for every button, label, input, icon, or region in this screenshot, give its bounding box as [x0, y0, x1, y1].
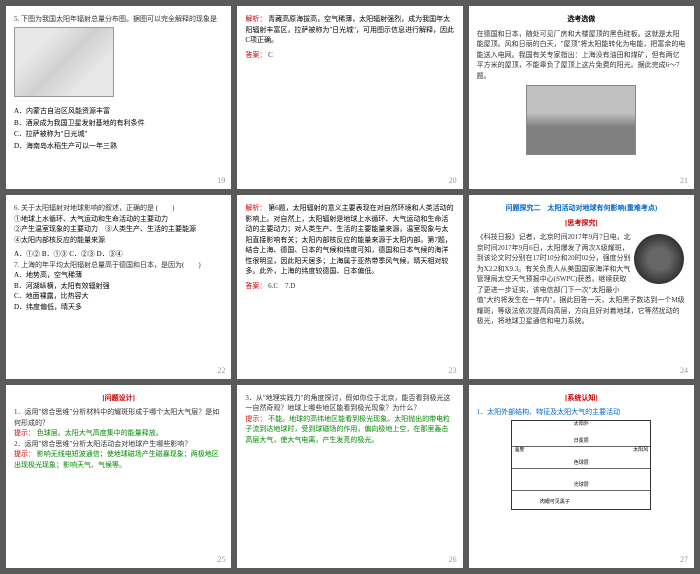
- answer-block: 答案： C: [245, 50, 454, 61]
- slide-25: [问题设计] 1．运用"综合思维"分析材料中的耀斑形成于哪个太阳大气层？是如何形…: [6, 385, 231, 568]
- diagram-top: 太阳外: [512, 421, 650, 429]
- slide-27: [系统认知] 1．太阳外部结构、特征及太阳大气的主要活动 太阳外 日冕层 色球层…: [469, 385, 694, 568]
- system-title: [系统认知]: [477, 393, 686, 404]
- design-q3: 3．从"地理实践力"的角度探讨，假如你位于北京，能否看到极光这一自然奇观？地球上…: [245, 393, 454, 414]
- label-temp: 温度: [514, 447, 524, 455]
- q6-item-3: ④太阳内部核反应的能量来源: [14, 235, 223, 246]
- analysis-text: 第6题，太阳辐射的意义主要表现在对自然环境和人类活动的影响上。对自然上，太阳辐射…: [245, 204, 453, 275]
- q6-text: 关于太阳辐射对地球影响的叙述，正确的是: [21, 204, 154, 212]
- analysis-label: 解析：: [245, 15, 266, 23]
- layer-corona: 日冕层: [512, 438, 650, 447]
- analysis-block: 解析： 青藏高原海拔高，空气稀薄，太阳辐射强烈，成为我国年太阳辐射丰富区，拉萨被…: [245, 14, 454, 46]
- q6-options: A．①② B．①③ C．②③ D．③④: [14, 249, 223, 260]
- analysis-label: 解析：: [245, 204, 266, 212]
- design-q1: 1．运用"综合思维"分析材料中的耀斑形成于哪个太阳大气层？是如何形成的？: [14, 407, 223, 428]
- slide-26: 3．从"地理实践力"的角度探讨，假如你位于北京，能否看到极光这一自然奇观？地球上…: [237, 385, 462, 568]
- q6-c: C．②③: [69, 250, 95, 258]
- q7-a: A．地势高，空气稀薄: [14, 270, 223, 281]
- section-title: 选考选做: [477, 14, 686, 25]
- slide-23: 解析： 第6题，太阳辐射的意义主要表现在对自然环境和人类活动的影响上。对自然上，…: [237, 195, 462, 378]
- q6-blank: ( ): [156, 204, 175, 212]
- design-q2: 2．运用"综合思维"分析太阳活动会对地球产生哪些影响？: [14, 439, 223, 450]
- page-number: 19: [217, 175, 225, 187]
- q5-options: A．内蒙古自治区风能资源丰富 B．酒泉成为我国卫星发射基地的有利条件 C．拉萨被…: [14, 106, 223, 151]
- q7-b: B．河湖纵横，太阳有效辐射强: [14, 281, 223, 292]
- slide-22: 6. 关于太阳辐射对地球影响的叙述，正确的是 ( ) ①地球上水循环、大气运动和…: [6, 195, 231, 378]
- q7-num: 7.: [14, 261, 19, 269]
- q1-hint: 提示： 色球层。太阳大气高度集中的能量释放。: [14, 428, 223, 439]
- hint-label: 提示：: [14, 429, 35, 437]
- answer-label: 答案：: [245, 51, 266, 59]
- slide-20: 解析： 青藏高原海拔高，空气稀薄，太阳辐射强烈，成为我国年太阳辐射丰富区，拉萨被…: [237, 6, 462, 189]
- page-number: 26: [449, 554, 457, 566]
- china-map-icon: [14, 27, 114, 97]
- hint-label: 提示：: [245, 415, 266, 423]
- opt-a: A．内蒙古自治区风能资源丰富: [14, 106, 223, 117]
- hint-label: 提示：: [14, 450, 35, 458]
- opt-c: C．拉萨被称为"日光城": [14, 129, 223, 140]
- inquiry-title: 问题探究二 太阳活动对地球有何影响(重难考点): [477, 203, 686, 214]
- solar-roof-image: [526, 85, 636, 155]
- q6-b: B．①③: [42, 250, 68, 258]
- page-number: 20: [449, 175, 457, 187]
- question-6: 6. 关于太阳辐射对地球影响的叙述，正确的是 ( ): [14, 203, 223, 214]
- answer-text: 6.C 7.D: [268, 282, 295, 290]
- q3-hint: 提示： 不能。地球的高纬地区能看到极光现象。太阳抛出的带电粒子流到达地球时，受到…: [245, 414, 454, 446]
- page-number: 27: [680, 554, 688, 566]
- page-number: 24: [680, 365, 688, 377]
- q5-num: 5.: [14, 15, 19, 23]
- question-7: 7. 上海的年平均太阳辐射总量高于德国和日本，是因为( ): [14, 260, 223, 271]
- q6-a: A．①②: [14, 250, 40, 258]
- context-text: 在德国和日本，随处可见厂房和大楼屋顶的黑色硅板。这就是太阳能屋顶。风和日丽的白天…: [477, 29, 686, 82]
- analysis-block: 解析： 第6题，太阳辐射的意义主要表现在对自然环境和人类活动的影响上。对自然上，…: [245, 203, 454, 277]
- opt-b: B．酒泉成为我国卫星发射基地的有利条件: [14, 118, 223, 129]
- heading-1: 1．太阳外部结构、特征及太阳大气的主要活动: [477, 407, 686, 418]
- layer-photo: 光球层: [512, 482, 650, 491]
- answer-text: C: [268, 51, 273, 59]
- slide-21: 选考选做 在德国和日本，随处可见厂房和大楼屋顶的黑色硅板。这就是太阳能屋顶。风和…: [469, 6, 694, 189]
- q6-item-2: ②产生温室现象的主要动力 ③人类生产、生活的主要能源: [14, 224, 223, 235]
- page-number: 25: [217, 554, 225, 566]
- q5-text: 下图为我国太阳年辐射总量分布图。据图可以完全解释的现象是: [21, 15, 217, 23]
- slide-24: 问题探究二 太阳活动对地球有何影响(重难考点) [思考探究] 《科技日报》记者，…: [469, 195, 694, 378]
- inquiry-subtitle: [思考探究]: [477, 218, 686, 229]
- analysis-text: 青藏高原海拔高，空气稀薄，太阳辐射强烈，成为我国年太阳辐射丰富区，拉萨被称为"日…: [245, 15, 454, 44]
- question-5: 5. 下图为我国太阳年辐射总量分布图。据图可以完全解释的现象是: [14, 14, 223, 25]
- hint-text: 不能。地球的高纬地区能看到极光现象。太阳抛出的带电粒子流到达地球时，受到球磁场的…: [245, 415, 450, 444]
- q7-text: 上海的年平均太阳辐射总量高于德国和日本，是因为( ): [21, 261, 201, 269]
- page-number: 22: [217, 365, 225, 377]
- sun-image: [634, 234, 684, 284]
- page-number: 21: [680, 175, 688, 187]
- label-wind: 太阳风: [633, 447, 648, 455]
- slide-19: 5. 下图为我国太阳年辐射总量分布图。据图可以完全解释的现象是 A．内蒙古自治区…: [6, 6, 231, 189]
- q2-hint: 提示： 影响无线电短波通信；使地球磁场产生磁暴现象；两极地区出现极光现象；影响天…: [14, 449, 223, 470]
- sun-structure-diagram: 太阳外 日冕层 色球层 光球层 温度 太阳风 肉眼可见黑子: [511, 420, 651, 510]
- q7-c: C．地面裸露，比热容大: [14, 291, 223, 302]
- hint-text: 色球层。太阳大气高度集中的能量释放。: [37, 429, 163, 437]
- page-number: 23: [449, 365, 457, 377]
- hint-text: 影响无线电短波通信；使地球磁场产生磁暴现象；两极地区出现极光现象；影响天气、气候…: [14, 450, 219, 469]
- slide-grid: 5. 下图为我国太阳年辐射总量分布图。据图可以完全解释的现象是 A．内蒙古自治区…: [0, 0, 700, 574]
- q6-d: D．③④: [97, 250, 123, 258]
- design-title: [问题设计]: [14, 393, 223, 404]
- layer-chromo: 色球层: [512, 460, 650, 469]
- q6-num: 6.: [14, 204, 19, 212]
- opt-d: D．海南岛水稻生产可以一年三熟: [14, 141, 223, 152]
- q7-d: D．纬度偏低，晴天多: [14, 302, 223, 313]
- answer-label: 答案：: [245, 282, 266, 290]
- answer-block: 答案： 6.C 7.D: [245, 281, 454, 292]
- label-note: 肉眼可见黑子: [540, 499, 570, 507]
- q6-item-1: ①地球上水循环、大气运动和生命活动的主要动力: [14, 214, 223, 225]
